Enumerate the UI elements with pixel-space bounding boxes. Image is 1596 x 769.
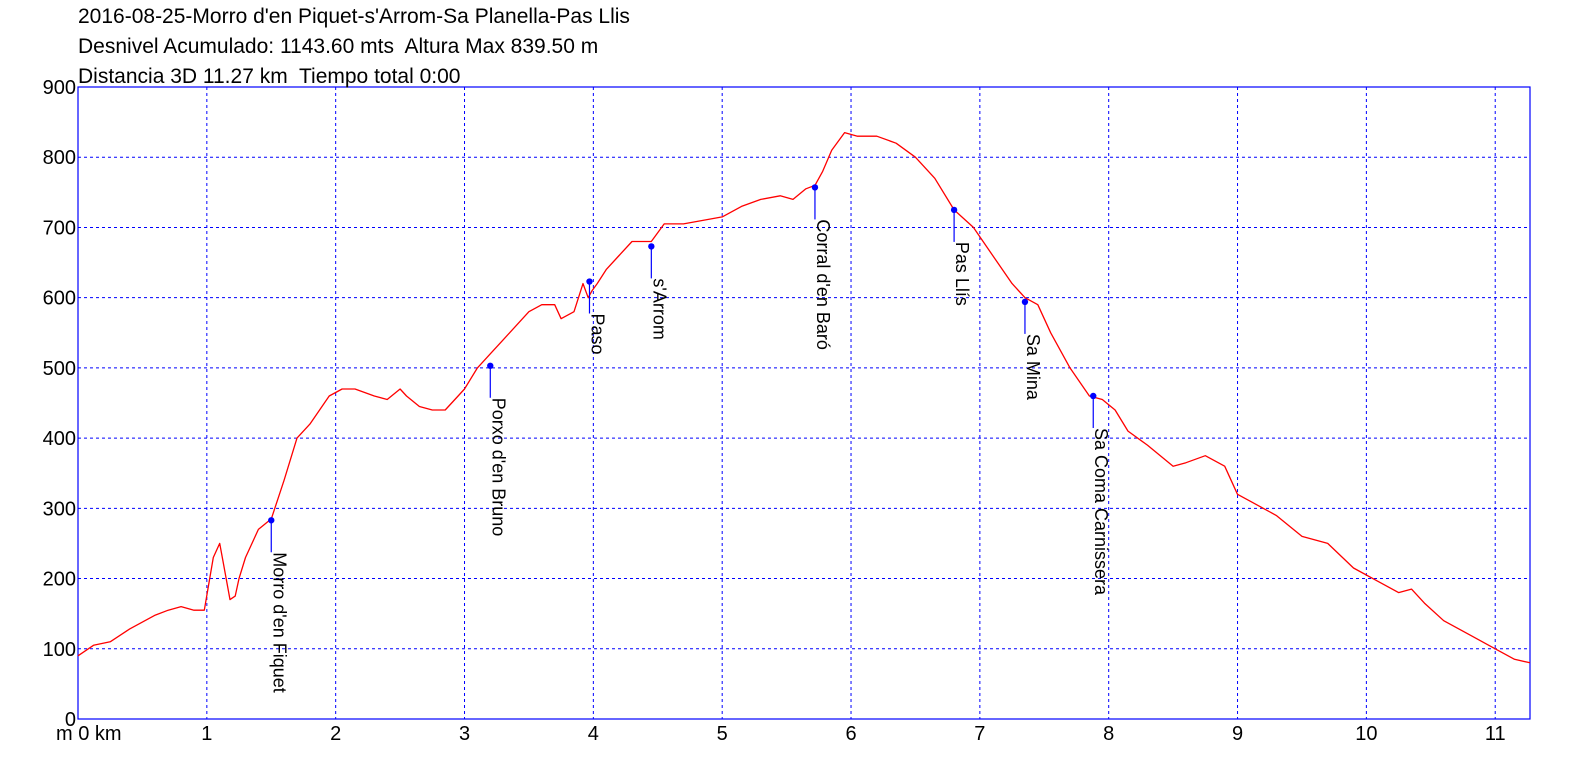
y-tick-label: 700 xyxy=(43,217,76,239)
waypoint-label: Sa Mina xyxy=(1023,334,1043,401)
elevation-summary: Desnivel Acumulado: 1143.60 mts Altura M… xyxy=(78,35,599,58)
chart-title: 2016-08-25-Morro d'en Piquet-s'Arrom-Sa … xyxy=(78,5,630,28)
waypoint-label: Corral d'en Baró xyxy=(813,219,833,350)
elevation-series xyxy=(77,131,1531,664)
waypoint-label: Paso xyxy=(587,314,607,355)
x-tick-label: 9 xyxy=(1232,723,1243,745)
y-tick-label: 500 xyxy=(43,358,76,380)
elevation-line xyxy=(77,131,1531,664)
x-tick-label: 11 xyxy=(1485,723,1506,745)
waypoint-dot xyxy=(950,206,958,214)
x-tick-label: 1 xyxy=(201,723,212,745)
waypoint-dot xyxy=(586,278,593,285)
header-block: 2016-08-25-Morro d'en Piquet-s'Arrom-Sa … xyxy=(78,2,630,92)
y-tick-label: 800 xyxy=(43,147,76,169)
waypoint: Porxo d'en Bruno xyxy=(487,362,508,537)
y-tick-label: 300 xyxy=(43,498,76,520)
waypoint: Paso xyxy=(586,278,607,355)
grid-lines xyxy=(78,87,1530,719)
waypoint-label: Sa Coma Carnissera xyxy=(1091,428,1111,596)
waypoint-label: s'Arrom xyxy=(649,278,669,339)
waypoint-dot xyxy=(1090,392,1097,400)
x-axis-tick-labels: m 0 km 1 2 3 4 5 6 7 8 9 10 11 xyxy=(56,723,1506,745)
waypoint: s'Arrom xyxy=(648,243,669,340)
waypoint-markers: Morro d'en Fiquet Porxo d'en Bruno Paso s'A… xyxy=(268,184,1111,693)
plot-frame xyxy=(77,86,1531,720)
waypoint: Pas Llís xyxy=(950,206,972,306)
x-tick-label: 2 xyxy=(330,723,341,745)
y-tick-label: 600 xyxy=(43,288,76,310)
waypoint-label: Morro d'en Fiquet xyxy=(269,552,289,693)
y-tick-label: 900 xyxy=(43,77,76,99)
x-tick-label: 4 xyxy=(588,723,599,745)
waypoint-dot xyxy=(1021,298,1029,306)
waypoint-dot xyxy=(487,362,494,369)
x-tick-label: m 0 km xyxy=(56,723,122,745)
y-tick-label: 200 xyxy=(43,569,76,591)
x-tick-label: 3 xyxy=(459,723,470,745)
x-tick-label: 5 xyxy=(717,723,728,745)
waypoint: Sa Coma Carnissera xyxy=(1090,392,1111,596)
waypoint: Sa Mina xyxy=(1021,298,1043,401)
waypoint-dot xyxy=(648,243,655,250)
waypoint: Morro d'en Fiquet xyxy=(268,517,289,693)
x-tick-label: 8 xyxy=(1103,723,1114,745)
y-tick-label: 100 xyxy=(43,639,76,661)
waypoint-label: Porxo d'en Bruno xyxy=(488,398,508,537)
waypoint-dot xyxy=(811,184,819,191)
x-tick-label: 7 xyxy=(974,723,985,745)
waypoint: Corral d'en Baró xyxy=(811,184,833,350)
waypoint-dot xyxy=(268,517,275,524)
y-tick-label: 0 xyxy=(65,709,76,731)
x-tick-label: 10 xyxy=(1355,723,1377,745)
plot-border xyxy=(77,86,1531,720)
y-axis-tick-labels: 0 100 200 300 400 500 600 700 800 900 xyxy=(43,77,76,731)
x-tick-label: 6 xyxy=(845,723,856,745)
y-tick-label: 400 xyxy=(43,428,76,450)
distance-summary: Distancia 3D 11.27 km Tiempo total 0:00 xyxy=(78,65,461,88)
waypoint-label: Pas Llís xyxy=(952,242,972,306)
